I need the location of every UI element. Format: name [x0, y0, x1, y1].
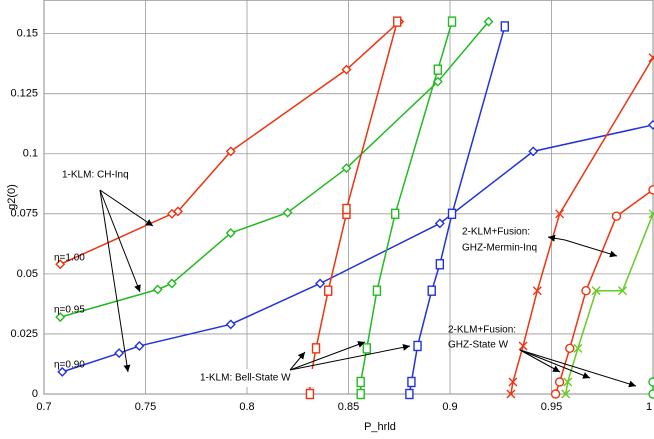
- point: [405, 388, 414, 400]
- point: [282, 207, 293, 218]
- annotation: 2-KLM+Fusion:: [448, 325, 516, 336]
- point: [581, 285, 591, 296]
- annotation: 2-KLM+Fusion:: [462, 227, 530, 238]
- point: [362, 343, 371, 354]
- point: [434, 218, 445, 229]
- y-tick-label: 0.15: [17, 28, 38, 40]
- annotation: 1-KLM: Bell-State W: [200, 373, 291, 384]
- x-tick-label: 0.95: [541, 401, 562, 413]
- x-tick-label: 1: [646, 401, 652, 413]
- point: [611, 211, 622, 221]
- x-tick-label: 0.75: [135, 401, 156, 413]
- point: [555, 209, 565, 219]
- point: [648, 53, 654, 63]
- point: [565, 343, 575, 354]
- point: [648, 209, 654, 219]
- y-tick-label: 0.075: [10, 208, 38, 220]
- point: [506, 389, 516, 399]
- point: [55, 312, 66, 323]
- point: [413, 340, 422, 352]
- x-tick-label: 0.7: [36, 401, 51, 413]
- y-tick-label: 0: [32, 388, 38, 400]
- point: [225, 319, 236, 330]
- point: [500, 21, 510, 32]
- point: [356, 376, 365, 388]
- series-line: [59, 21, 400, 265]
- point: [648, 119, 654, 130]
- point: [324, 285, 333, 296]
- point: [648, 377, 654, 387]
- point: [508, 377, 518, 387]
- point: [341, 64, 352, 75]
- y-axis-label: g2(0): [6, 184, 18, 210]
- point: [341, 163, 352, 174]
- series-line: [564, 213, 654, 395]
- annotation: 1-KLM: CH-Inq: [62, 170, 129, 181]
- point: [532, 286, 542, 296]
- point: [114, 348, 125, 359]
- point: [390, 208, 400, 220]
- point: [518, 341, 528, 351]
- y-tick-label: 0.025: [10, 328, 38, 340]
- y-tick-label: 0.1: [23, 148, 38, 160]
- point: [573, 343, 583, 353]
- point: [315, 278, 326, 289]
- annotation: GHZ-State W: [448, 340, 509, 351]
- point: [427, 285, 436, 296]
- point: [554, 377, 565, 387]
- point: [435, 259, 445, 270]
- point: [134, 340, 145, 351]
- point: [447, 16, 457, 27]
- point: [528, 146, 539, 157]
- arrows: [99, 189, 637, 388]
- point: [591, 286, 601, 296]
- point: [483, 16, 494, 27]
- point: [342, 203, 351, 215]
- point: [311, 343, 321, 354]
- x-tick-label: 0.85: [338, 401, 359, 413]
- label-box: [194, 369, 322, 387]
- point: [55, 259, 66, 270]
- annotation: η=0.95: [54, 305, 85, 316]
- point: [407, 376, 416, 388]
- annotation: η=1.00: [54, 253, 85, 264]
- annotation: GHZ-Mermin-Inq: [462, 243, 537, 254]
- point: [648, 185, 654, 195]
- x-tick-label: 0.9: [442, 401, 457, 413]
- point: [447, 208, 457, 220]
- point: [433, 64, 443, 75]
- point: [372, 285, 382, 296]
- point: [618, 286, 628, 296]
- point: [152, 284, 163, 295]
- point: [225, 146, 236, 157]
- point: [393, 16, 402, 27]
- x-tick-label: 0.8: [239, 401, 254, 413]
- point: [305, 388, 315, 400]
- series-line: [510, 57, 654, 395]
- point: [172, 206, 183, 217]
- point: [648, 389, 654, 399]
- point: [550, 389, 561, 399]
- point: [563, 377, 573, 387]
- y-tick-label: 0.125: [10, 88, 38, 100]
- point: [225, 228, 236, 239]
- point: [57, 366, 68, 377]
- point: [356, 388, 365, 400]
- point: [561, 389, 571, 399]
- x-axis-label: P_hrld: [364, 421, 396, 433]
- y-tick-label: 0.05: [17, 268, 38, 280]
- annotation: η=0.90: [54, 360, 85, 371]
- point: [166, 278, 177, 289]
